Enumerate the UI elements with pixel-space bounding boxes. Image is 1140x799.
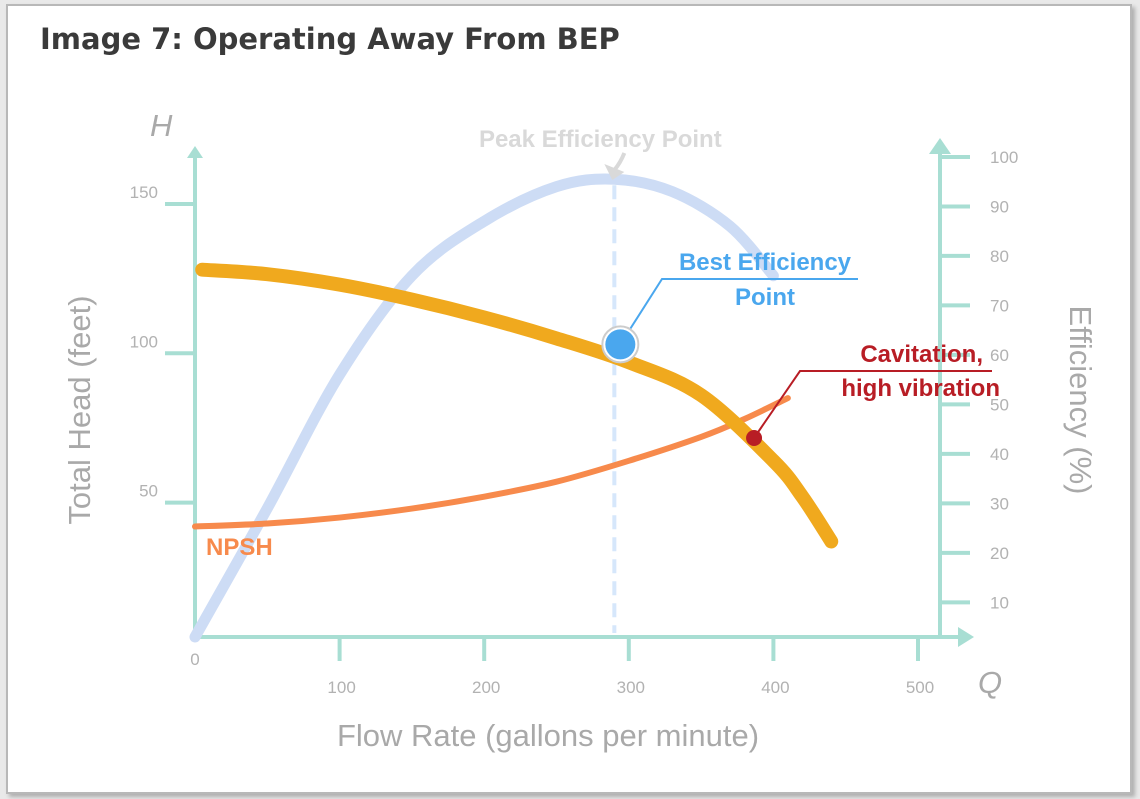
peak-efficiency-arrowhead-icon: [604, 164, 625, 180]
bep-leader-line: [619, 278, 858, 345]
x-tick-label: 400: [761, 678, 789, 697]
npsh-label: NPSH: [206, 534, 273, 561]
efficiency-curve: [189, 173, 779, 643]
x-tick-label: 200: [472, 678, 500, 697]
head-curve: [195, 262, 839, 549]
y2-tick-label: 20: [990, 544, 1009, 563]
x-tick-label: 100: [327, 678, 355, 697]
x-tick-label: 500: [906, 678, 934, 697]
y2-tick-label: 70: [990, 296, 1009, 315]
y2-tick-label: 40: [990, 445, 1009, 464]
bep-label-line-1: Best Efficiency: [679, 249, 852, 276]
y-tick-label: 150: [130, 183, 158, 202]
y-ticks: 50 100 150: [130, 183, 195, 505]
peak-efficiency-arrow-icon: [612, 152, 627, 172]
y2-axis-arrow-icon: [929, 138, 951, 154]
y2-tick-label: 90: [990, 197, 1009, 216]
y-axis-label: Total Head (feet): [62, 295, 97, 524]
y2-tick-label: 30: [990, 494, 1009, 513]
cavitation-label-line-1: Cavitation,: [860, 341, 983, 368]
npsh-curve: [192, 395, 791, 530]
y-tick-label: 50: [139, 482, 158, 501]
y2-tick-label: 80: [990, 247, 1009, 266]
y2-tick-label: 100: [990, 148, 1018, 167]
y2-tick-label: 60: [990, 346, 1009, 365]
cavitation-label-line-2: high vibration: [841, 375, 1000, 402]
peak-efficiency-label: Peak Efficiency Point: [479, 126, 722, 153]
y-tick-label: 100: [130, 332, 158, 351]
y2-tick-label: 10: [990, 593, 1009, 612]
chart-title: Image 7: Operating Away From BEP: [40, 22, 620, 56]
y2-ticks: 10 20 30 40 50 60 70 80 90 100: [940, 148, 1018, 612]
cavitation-marker: [746, 430, 763, 446]
x-tick-label: 300: [617, 678, 645, 697]
x-axis-symbol: Q: [978, 665, 1002, 700]
x-axis-arrow-icon: [958, 627, 974, 647]
bep-marker: [605, 329, 636, 360]
x-axis-label: Flow Rate (gallons per minute): [337, 718, 759, 753]
x-ticks: 0 100 200 300 400 500: [190, 637, 934, 697]
y2-axis-label: Efficiency (%): [1063, 306, 1098, 495]
y-axis-arrow-icon: [187, 146, 203, 158]
y2-tick-label: 50: [990, 395, 1009, 414]
x-tick-label: 0: [190, 650, 199, 669]
y-axis-symbol: H: [150, 108, 173, 143]
bep-label-line-2: Point: [735, 284, 795, 311]
cavitation-leader-line: [753, 370, 992, 439]
